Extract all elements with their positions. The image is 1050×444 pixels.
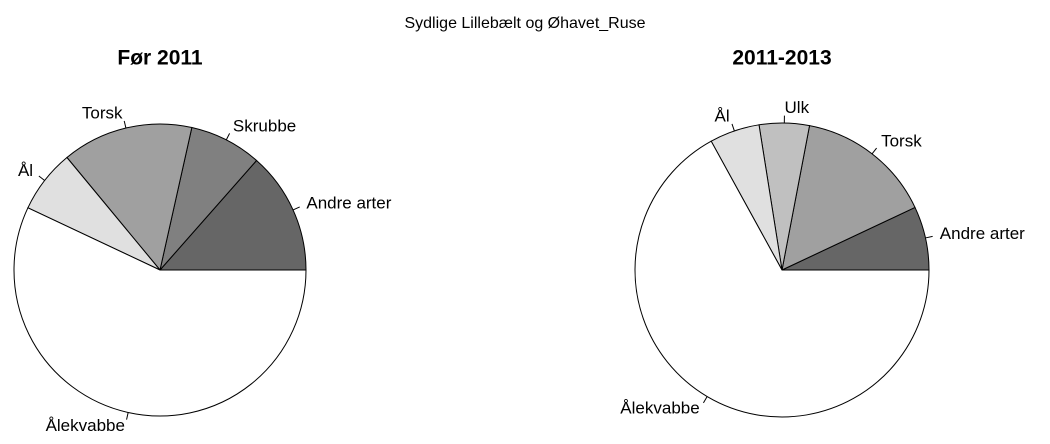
label-tick: [38, 175, 45, 181]
chart-title: 2011-2013: [732, 47, 831, 70]
slice-label: Ål: [18, 161, 33, 180]
slice-label: Ulk: [785, 98, 810, 117]
slice-label: Torsk: [82, 103, 123, 122]
slice-label: Ålekvabbe: [46, 416, 125, 435]
label-tick: [292, 206, 300, 211]
label-tick: [731, 123, 735, 132]
slice-label: Torsk: [881, 132, 922, 151]
label-tick: [126, 412, 129, 420]
label-tick: [871, 147, 877, 155]
pie-slice: [158, 159, 307, 271]
pie-slice: [634, 140, 930, 418]
slice-label: Ålekvabbe: [620, 399, 699, 418]
label-tick: [123, 120, 127, 129]
page-title: Sydlige Lillebælt og Øhavet_Ruse: [404, 15, 645, 32]
pie-slice: [13, 207, 307, 417]
label-tick: [225, 133, 231, 141]
slice-label: Skrubbe: [233, 116, 296, 135]
slice-label: Ål: [714, 107, 729, 126]
label-tick: [925, 235, 933, 239]
slice-label: Andre arter: [940, 224, 1025, 243]
chart-title: Før 2011: [117, 47, 203, 70]
label-tick: [702, 396, 708, 404]
slice-label: Andre arter: [306, 193, 391, 212]
